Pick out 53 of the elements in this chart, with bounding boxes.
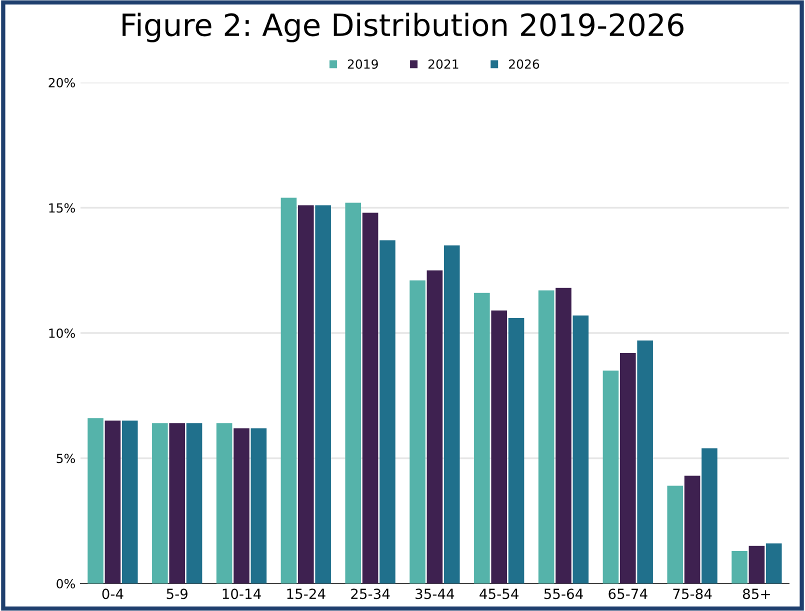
bar	[88, 418, 104, 584]
bar	[234, 428, 250, 584]
bar	[637, 340, 653, 584]
bar	[732, 550, 748, 584]
x-tick-label: 15-24	[287, 588, 326, 600]
legend-label: 2021	[428, 59, 458, 69]
x-tick-label: 25-34	[351, 588, 390, 600]
bar	[216, 423, 232, 584]
bar	[474, 292, 490, 584]
x-tick-label: 0-4	[102, 588, 124, 600]
bar	[444, 245, 460, 584]
bar	[362, 212, 378, 584]
bar	[280, 198, 297, 584]
bar	[556, 288, 572, 584]
x-tick-label: 65-74	[608, 588, 648, 600]
bar	[315, 205, 331, 584]
y-tick-label: 20%	[48, 78, 75, 88]
chart-title: Figure 2: Age Distribution 2019-2026	[122, 12, 684, 42]
x-tick-label: 10-14	[222, 588, 261, 600]
x-tick-label: 35-44	[416, 588, 454, 600]
bar	[572, 315, 589, 584]
bar	[104, 420, 121, 584]
bar	[620, 353, 636, 584]
legend-label: 2026	[509, 59, 540, 69]
x-tick-label: 85+	[742, 588, 770, 600]
bar	[186, 423, 202, 584]
bar	[298, 205, 314, 584]
bar	[538, 290, 554, 584]
y-tick-label: 15%	[49, 203, 75, 213]
x-tick-label: 55-64	[544, 588, 583, 600]
bar	[766, 543, 782, 584]
y-tick-label: 10%	[49, 328, 75, 338]
x-tick-label: 5-9	[166, 588, 188, 600]
x-tick-label: 45-54	[480, 588, 518, 600]
bar	[684, 476, 700, 584]
bar	[667, 486, 684, 584]
bar	[345, 202, 362, 584]
y-tick-label: 5%	[56, 454, 75, 464]
bar	[602, 370, 619, 584]
y-tick-label: 0%	[56, 578, 75, 588]
bar	[748, 546, 765, 584]
bar	[122, 420, 138, 584]
bar	[491, 310, 507, 584]
legend-label: 2019	[348, 59, 378, 69]
bar	[380, 240, 396, 584]
bar	[426, 270, 443, 584]
bar	[702, 448, 718, 584]
bar	[508, 318, 524, 584]
bar	[410, 280, 426, 584]
bar	[152, 423, 168, 584]
bar	[169, 423, 185, 584]
bar	[250, 428, 267, 584]
x-tick-label: 75-84	[673, 588, 712, 600]
